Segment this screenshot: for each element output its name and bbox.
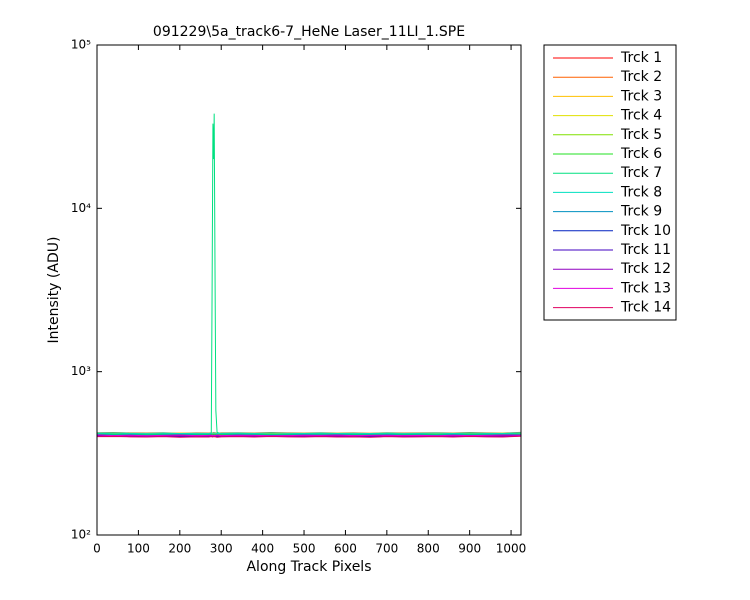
- x-tick-label: 900: [458, 542, 481, 556]
- legend-label: Trck 6: [620, 146, 662, 162]
- legend-label: Trck 7: [620, 165, 662, 181]
- legend-label: Trck 9: [620, 204, 662, 220]
- data-line: [96, 434, 521, 437]
- legend-label: Trck 11: [620, 242, 671, 258]
- x-tick-label: 800: [417, 542, 440, 556]
- x-tick-label: 1000: [496, 542, 527, 556]
- x-tick-label: 600: [334, 542, 357, 556]
- x-tick-label: 100: [127, 542, 150, 556]
- legend-label: Trck 10: [620, 223, 671, 239]
- plot-area: [97, 45, 521, 535]
- legend-label: Trck 3: [620, 88, 662, 104]
- data-line: [96, 113, 521, 435]
- y-tick-label: 10⁴: [71, 201, 91, 215]
- y-axis-label: Intensity (ADU): [46, 237, 62, 344]
- legend-label: Trck 8: [620, 184, 662, 200]
- legend-label: Trck 12: [620, 261, 671, 277]
- y-tick-label: 10³: [71, 364, 91, 378]
- x-axis-label: Along Track Pixels: [246, 559, 371, 575]
- axes-box: [96, 44, 522, 536]
- x-tick-label: 0: [93, 542, 101, 556]
- x-tick-label: 400: [251, 542, 274, 556]
- legend-box: [543, 44, 677, 321]
- legend-label: Trck 5: [620, 127, 662, 143]
- data-line: [96, 435, 521, 438]
- x-tick-label: 500: [293, 542, 316, 556]
- y-tick-label: 10²: [71, 528, 91, 542]
- legend-label: Trck 13: [620, 280, 671, 296]
- legend-label: Trck 2: [620, 69, 662, 85]
- chart-title: 091229\5a_track6-7_HeNe Laser_11LI_1.SPE: [153, 24, 465, 40]
- x-tick-label: 200: [168, 542, 191, 556]
- x-tick-label: 700: [375, 542, 398, 556]
- legend-label: Trck 4: [620, 108, 662, 124]
- y-tick-label: 10⁵: [71, 38, 91, 52]
- data-line: [96, 432, 521, 435]
- x-tick-label: 300: [210, 542, 233, 556]
- legend-label: Trck 1: [620, 50, 662, 66]
- legend-label: Trck 14: [620, 300, 671, 316]
